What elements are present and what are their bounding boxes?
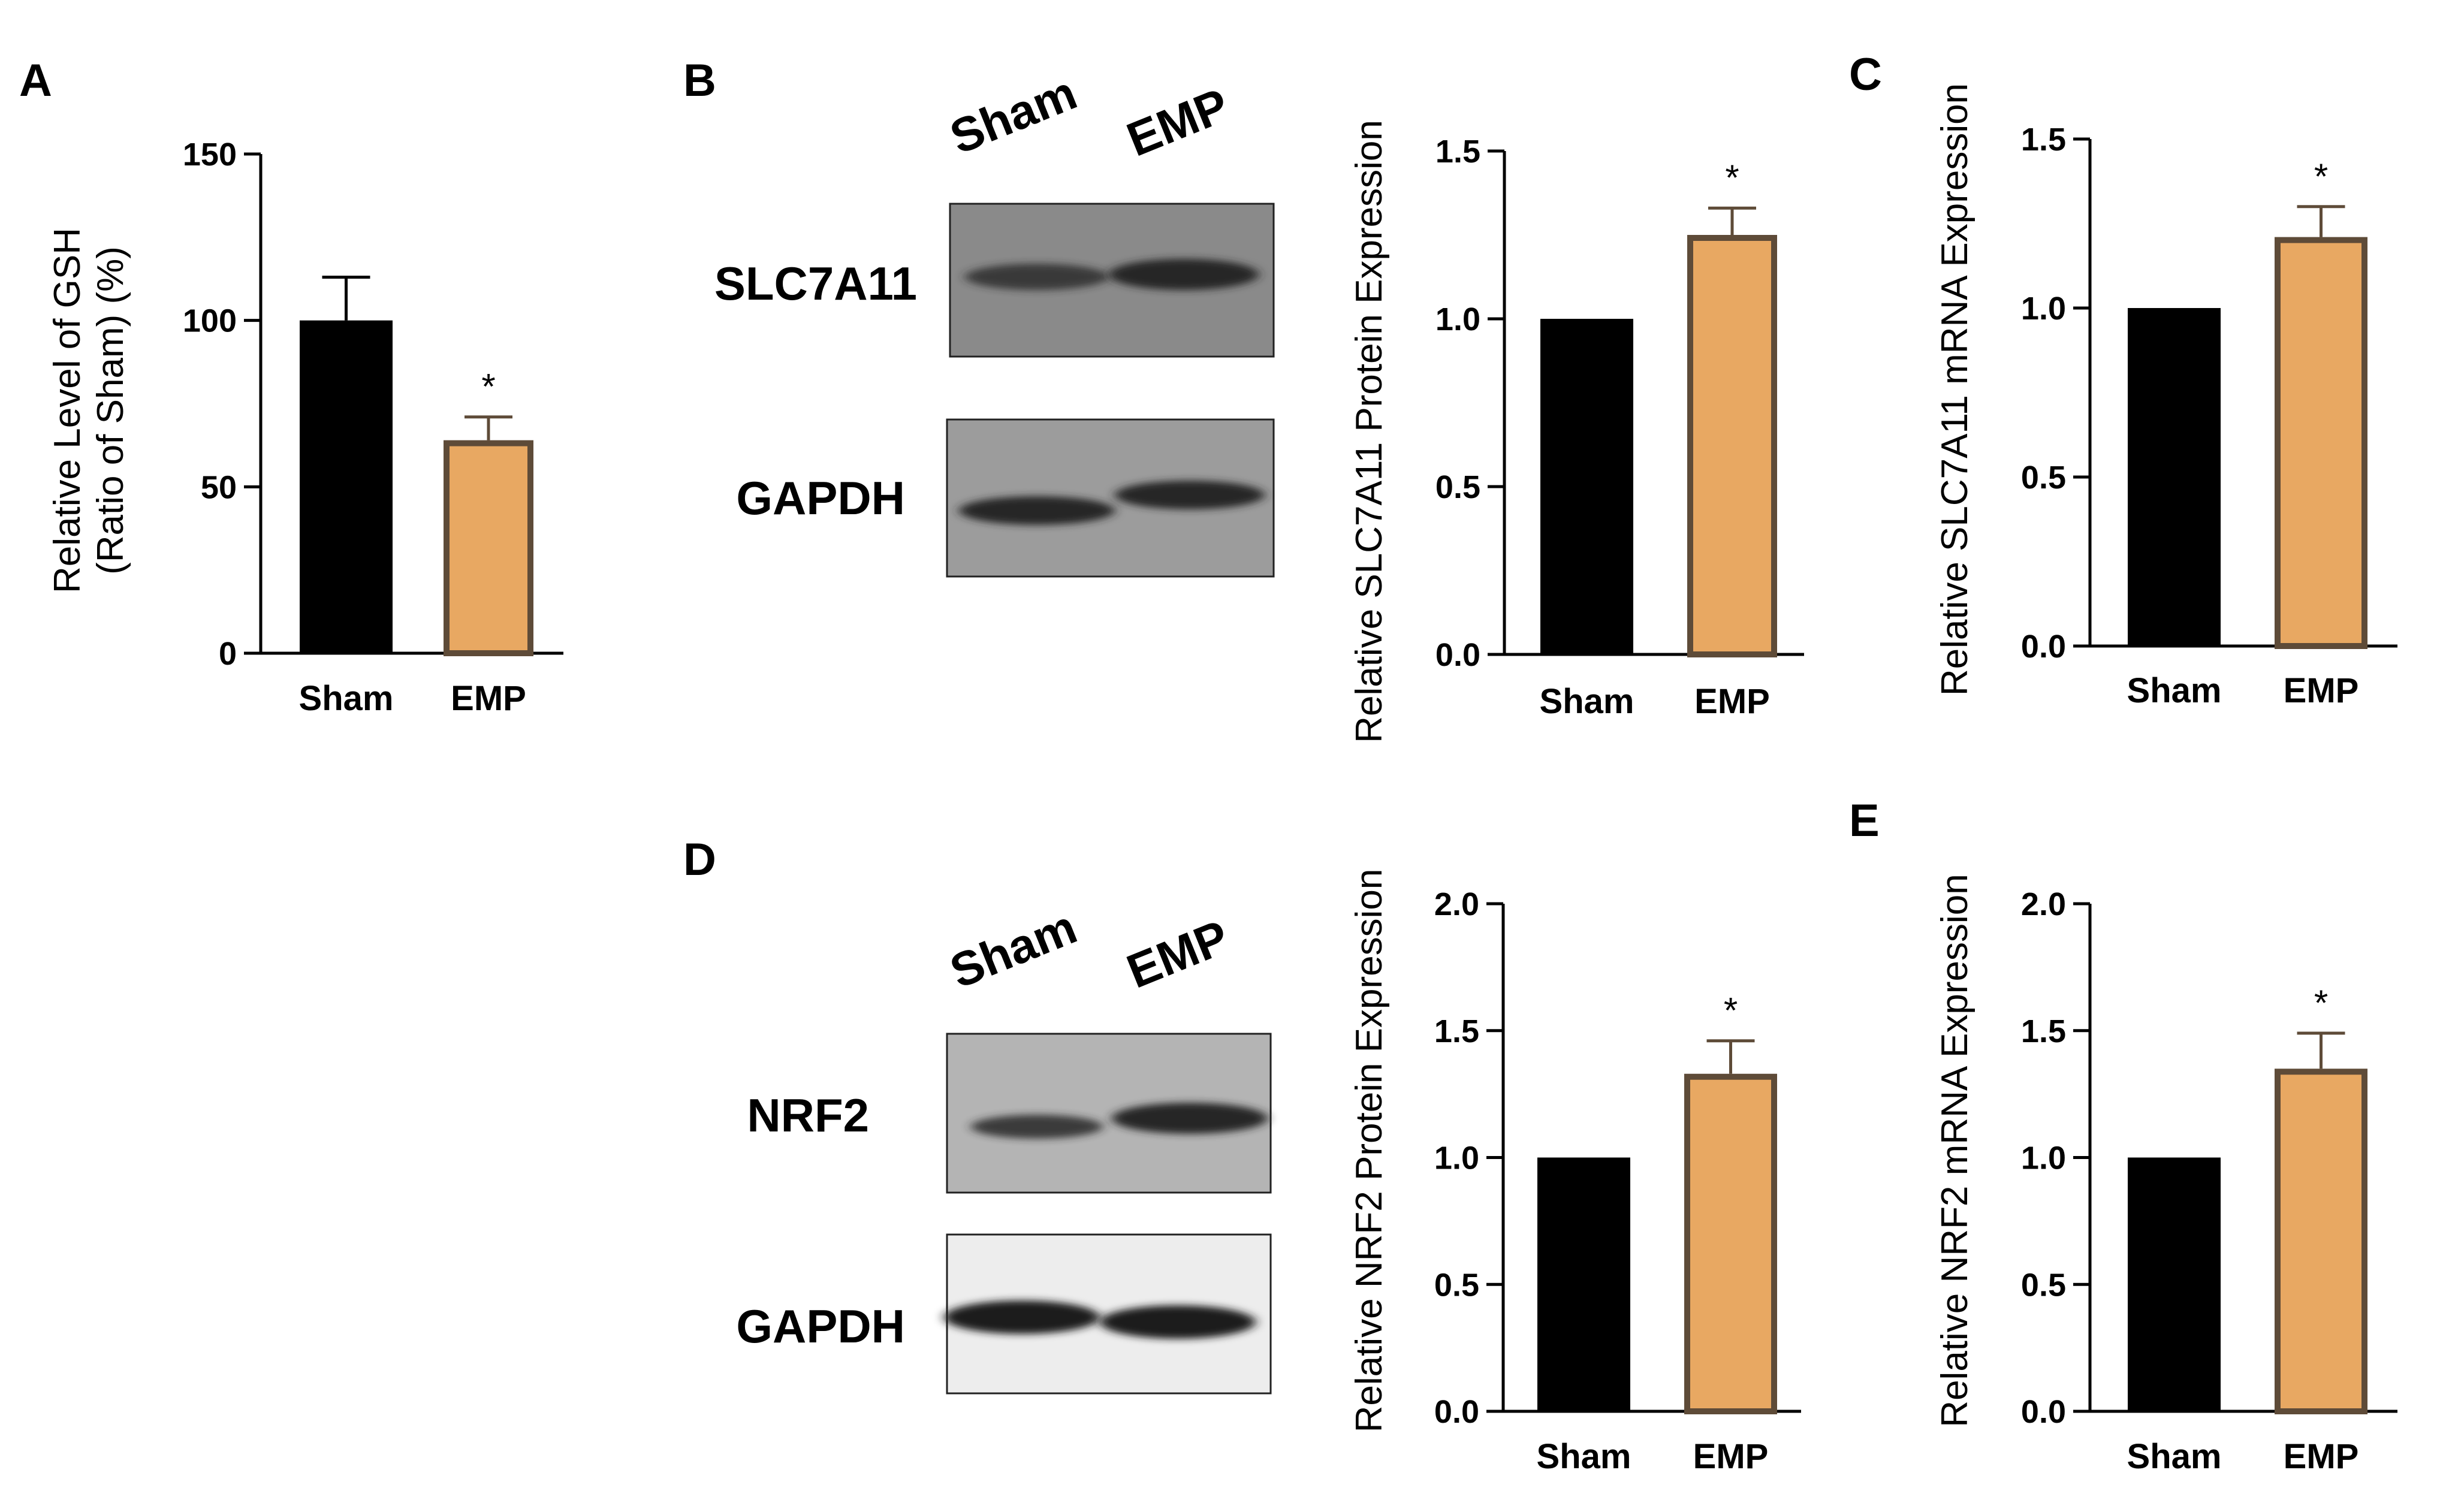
- x-tick-label-b-emp: EMP: [1694, 682, 1770, 721]
- bar-d-emp: [1684, 1073, 1777, 1414]
- y-axis-label-e: Relative NRF2 mRNA Expression: [1934, 874, 1975, 1427]
- y-tick-label-a: 150: [183, 137, 237, 173]
- x-tick-label-c-sham: Sham: [2127, 671, 2222, 710]
- panel-letter-e: E: [1849, 795, 1880, 846]
- y-axis-label-b: Relative SLC7A11 Protein Expression: [1349, 120, 1390, 743]
- bar-c-sham: [2128, 308, 2221, 646]
- blot-b-band-gapdh-sham: [959, 496, 1115, 525]
- chart-gsh-level: 0 50 100 150 Sham * EMP Relative Level of GSH (R…: [47, 137, 563, 718]
- blot-b-band-slc7a11-sham: [965, 264, 1109, 290]
- x-tick-label-d-emp: EMP: [1693, 1437, 1769, 1476]
- y-tick-label-e: 0.5: [2021, 1267, 2066, 1303]
- y-tick-label-a: 100: [183, 303, 237, 339]
- bar-b-sham: [1540, 319, 1633, 654]
- y-tick-label-b: 0.0: [1435, 637, 1480, 673]
- blot-d-band-nrf2-emp: [1112, 1103, 1268, 1134]
- panel-letter-c: C: [1849, 49, 1882, 100]
- blot-b-band-slc7a11-emp: [1109, 259, 1259, 290]
- blot-d-band-gapdh-sham: [944, 1300, 1100, 1334]
- y-tick-label-d: 0.0: [1434, 1394, 1479, 1430]
- bar-c-emp: [2275, 237, 2367, 649]
- y-tick-label-d: 2.0: [1434, 886, 1479, 922]
- y-tick-label-e: 1.0: [2021, 1140, 2066, 1176]
- blot-b-lane-sham: Sham: [943, 66, 1084, 164]
- blot-d-band-nrf2-sham: [971, 1115, 1103, 1139]
- significance-b: *: [1725, 158, 1739, 198]
- y-axis-label-d: Relative NRF2 Protein Expression: [1349, 869, 1390, 1433]
- x-tick-label-a-emp: EMP: [451, 679, 526, 718]
- bar-b-emp: [1687, 235, 1777, 657]
- blot-b-band-label-slc7a11: SLC7A11: [714, 257, 917, 310]
- bar-a-emp: [444, 440, 533, 656]
- y-tick-label-c: 1.0: [2021, 291, 2066, 327]
- x-tick-label-a-sham: Sham: [299, 679, 394, 718]
- x-tick-label-c-emp: EMP: [2284, 671, 2359, 710]
- y-tick-label-b: 1.5: [1435, 134, 1480, 170]
- blot-b-band-gapdh-emp: [1115, 481, 1265, 509]
- bar-e-sham: [2128, 1157, 2221, 1411]
- y-tick-label-e: 1.5: [2021, 1013, 2066, 1049]
- y-tick-label-d: 0.5: [1434, 1267, 1479, 1303]
- significance-e: *: [2314, 983, 2328, 1023]
- y-axis-label-a: (Ratio of Sham) (%): [90, 246, 131, 575]
- y-tick-label-a: 50: [201, 469, 237, 505]
- significance-a: *: [481, 367, 495, 407]
- panel-letter-b: B: [683, 55, 716, 106]
- western-blot-d: Sham EMP NRF2 GAPDH: [736, 900, 1272, 1395]
- y-tick-label-b: 0.5: [1435, 469, 1480, 505]
- blot-d-lane-emp: EMP: [1120, 910, 1236, 998]
- bar-d-sham: [1537, 1157, 1630, 1411]
- y-axis-label-c: Relative SLC7A11 mRNA Expression: [1934, 83, 1975, 696]
- western-blot-b: Sham EMP SLC7A11 GAPDH: [714, 66, 1275, 578]
- y-tick-label-d: 1.5: [1434, 1013, 1479, 1049]
- blot-b-lane-emp: EMP: [1120, 78, 1236, 166]
- bar-a-sham: [300, 320, 393, 653]
- significance-c: *: [2314, 156, 2328, 197]
- blot-d-band-label-nrf2: NRF2: [747, 1089, 869, 1142]
- y-tick-label-e: 2.0: [2021, 886, 2066, 922]
- blot-d-band-gapdh-emp: [1100, 1305, 1256, 1339]
- blot-b-band-label-gapdh: GAPDH: [736, 472, 905, 524]
- y-tick-label-b: 1.0: [1435, 301, 1480, 337]
- y-tick-label-c: 0.0: [2021, 629, 2066, 665]
- chart-nrf2-protein: 0.0 0.5 1.0 1.5 2.0 Sham * EMP Relative NRF2 Pro…: [1349, 869, 1801, 1476]
- blot-d-lane-sham: Sham: [943, 900, 1084, 998]
- bar-e-emp: [2275, 1069, 2367, 1414]
- chart-slc7a11-mrna: 0.0 0.5 1.0 1.5 Sham * EMP Relative SLC7A11 mRN…: [1934, 83, 2397, 710]
- y-axis-label-a: Relative Level of GSH: [47, 228, 88, 593]
- x-tick-label-d-sham: Sham: [1537, 1437, 1631, 1476]
- panel-letter-d: D: [683, 834, 716, 885]
- chart-nrf2-mrna: 0.0 0.5 1.0 1.5 2.0 Sham * EMP Relative NRF2 mRN…: [1934, 874, 2397, 1476]
- x-tick-label-e-sham: Sham: [2127, 1437, 2222, 1476]
- y-tick-label-d: 1.0: [1434, 1140, 1479, 1176]
- blot-d-band-label-gapdh: GAPDH: [736, 1300, 905, 1353]
- y-tick-label-a: 0: [219, 636, 237, 672]
- y-tick-label-c: 1.5: [2021, 122, 2066, 158]
- y-tick-label-c: 0.5: [2021, 460, 2066, 496]
- x-tick-label-b-sham: Sham: [1540, 682, 1634, 721]
- x-tick-label-e-emp: EMP: [2284, 1437, 2359, 1476]
- significance-d: *: [1724, 991, 1738, 1031]
- chart-slc7a11-protein: 0.0 0.5 1.0 1.5 Sham * EMP Relative SLC7A11 Pro…: [1349, 120, 1804, 743]
- panel-letter-a: A: [19, 55, 52, 106]
- y-tick-label-e: 0.0: [2021, 1394, 2066, 1430]
